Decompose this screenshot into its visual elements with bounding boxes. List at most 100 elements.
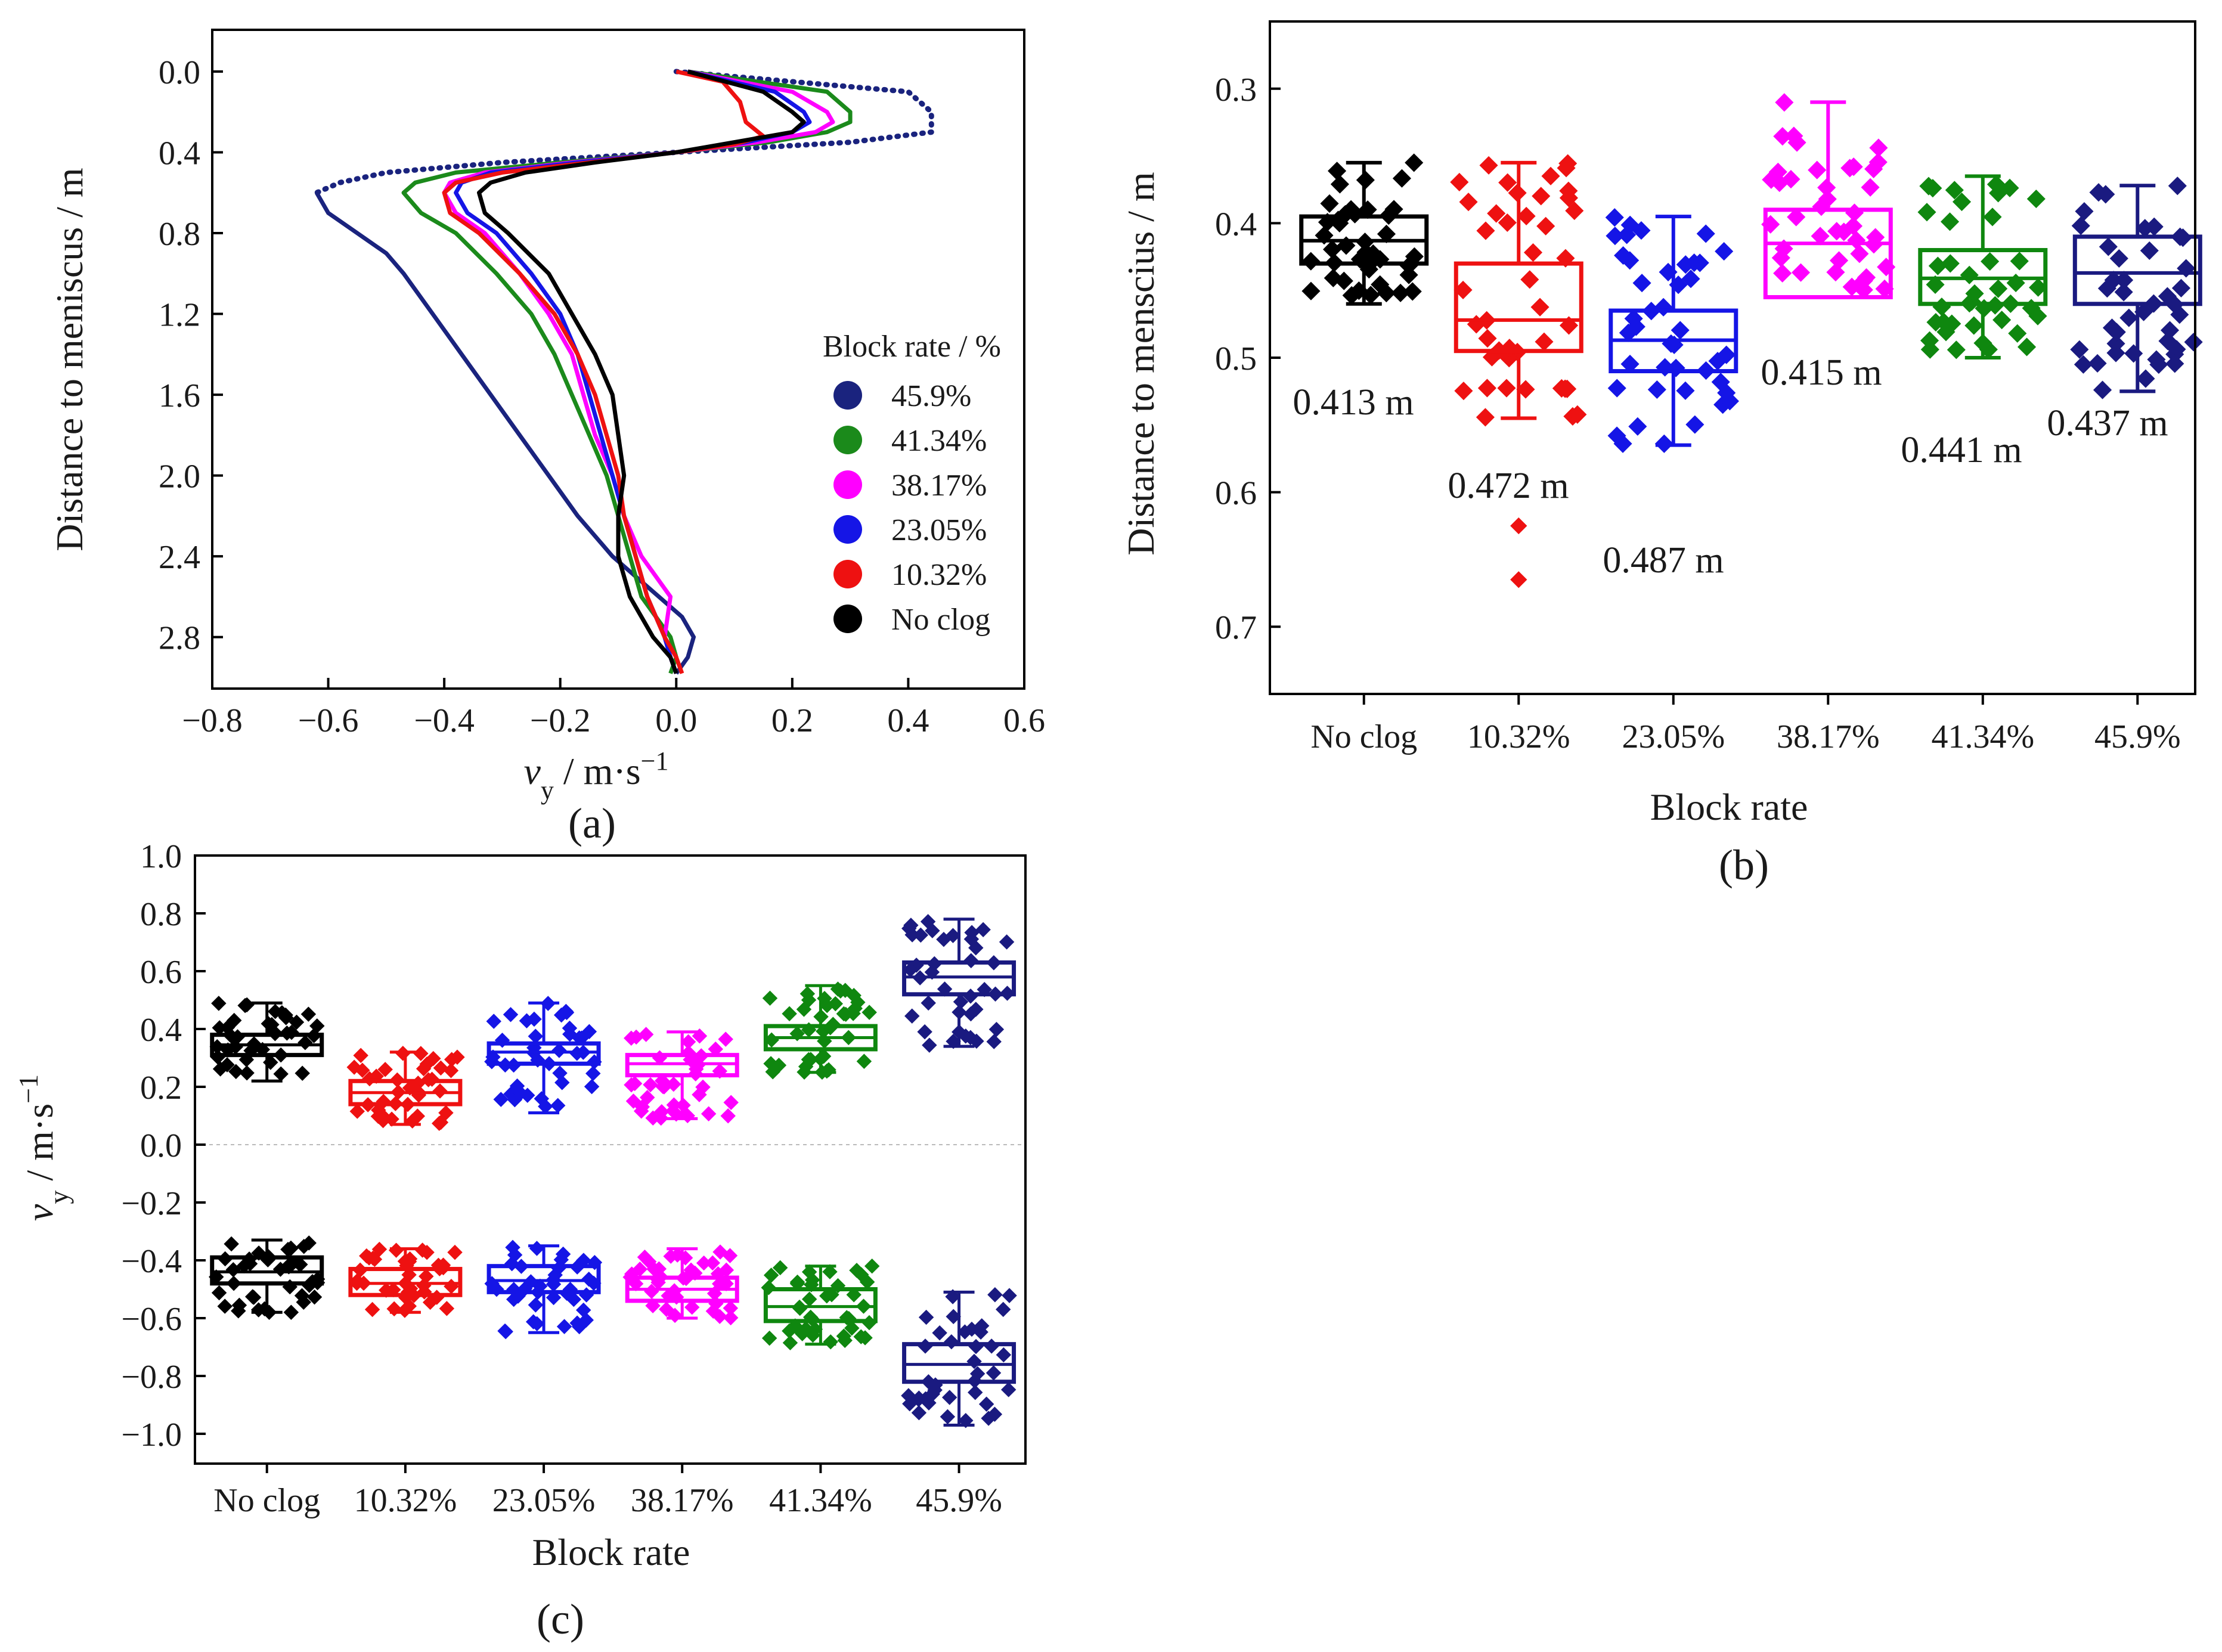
data-point (1843, 216, 1863, 235)
y-tick-label-b: 0.6 (1215, 475, 1257, 512)
data-point (273, 1066, 289, 1082)
data-point (1605, 208, 1624, 227)
plot-frame-a (211, 29, 1025, 690)
box-c (901, 1287, 1017, 1428)
data-point (941, 1390, 957, 1405)
data-point (1676, 255, 1695, 274)
data-point (1920, 340, 1939, 359)
box-b (1917, 174, 2048, 359)
data-point (2026, 190, 2046, 209)
data-point (975, 922, 991, 938)
data-point (1320, 194, 1339, 213)
data-point (1762, 170, 1781, 189)
box-c (209, 1235, 326, 1321)
series-path (315, 191, 696, 675)
legend-title: Block rate / % (823, 330, 1001, 364)
data-point (1450, 172, 1469, 192)
data-point (986, 1365, 1002, 1381)
data-point (2167, 340, 2186, 359)
data-point (1808, 160, 1827, 179)
data-point (911, 1405, 927, 1421)
data-point (1000, 1382, 1017, 1397)
data-point (1459, 193, 1478, 212)
legend-label: 41.34% (891, 424, 987, 458)
data-point (1784, 126, 1803, 145)
median-annotation: 0.441 m (1901, 430, 2022, 470)
y-tick-label-a: 2.8 (159, 620, 200, 657)
data-point (968, 1338, 984, 1355)
data-point (1478, 329, 1497, 348)
data-point (2171, 278, 2191, 297)
box-b (1761, 93, 1896, 299)
data-point (1541, 166, 1560, 185)
data-point (2170, 305, 2189, 324)
data-point (999, 934, 1015, 950)
x-axis-label-b: Block rate (1650, 786, 1808, 828)
data-point (1861, 178, 1880, 197)
box-c (761, 1258, 880, 1351)
data-point (2096, 185, 2115, 204)
data-point (1917, 203, 1936, 222)
data-point (1487, 204, 1506, 223)
data-point (1811, 227, 1830, 246)
legend-marker (833, 605, 862, 633)
y-tick-label-a: 0.4 (159, 135, 200, 172)
box-b (1299, 153, 1429, 306)
median-annotation: 0.472 m (1448, 466, 1569, 506)
data-point (1334, 271, 1353, 290)
data-point (217, 1298, 233, 1314)
data-point (987, 1287, 1003, 1303)
data-point (494, 1033, 510, 1048)
data-point (1791, 263, 1811, 282)
data-point (1696, 224, 1715, 243)
data-point (940, 1409, 956, 1425)
data-point (696, 1255, 712, 1271)
y-tick-label-c: −0.6 (121, 1301, 182, 1338)
data-point (2115, 271, 2134, 290)
x-tick-label-a: −0.8 (182, 702, 243, 739)
data-point (1552, 379, 1571, 398)
data-point (1992, 311, 2012, 330)
data-point (1869, 138, 1888, 157)
data-point (723, 1310, 739, 1326)
data-point (295, 1065, 310, 1081)
data-point (1928, 256, 1947, 275)
data-point (1773, 127, 1792, 146)
data-point (944, 1334, 959, 1350)
data-point (1850, 244, 1869, 264)
panel-label-a: (a) (568, 799, 616, 847)
data-point (922, 1037, 937, 1053)
box-b (2070, 176, 2203, 399)
box-c (209, 996, 325, 1083)
data-point (503, 1007, 519, 1022)
series-line-a (442, 69, 835, 674)
data-point (718, 1031, 733, 1047)
data-point (1844, 157, 1863, 176)
data-point (1536, 216, 1555, 235)
data-point (1973, 333, 1992, 353)
outlier-point (1510, 571, 1527, 588)
series-path-dotted (314, 69, 934, 196)
data-point (1781, 170, 1800, 189)
data-point (720, 1108, 736, 1124)
x-tick-label-b: 10.32% (1467, 718, 1570, 755)
data-point (244, 1289, 261, 1304)
legend-a: Block rate / % 45.9% 41.34% 38.17% 23.05% 10… (823, 330, 1001, 637)
y-tick-label-c: 0.2 (140, 1070, 182, 1107)
data-point (1523, 243, 1543, 262)
data-point (2168, 176, 2187, 196)
data-point (1356, 171, 1375, 190)
data-point (823, 1334, 838, 1350)
data-point (856, 1053, 872, 1069)
y-tick-label-b: 0.4 (1215, 206, 1257, 243)
data-point (364, 1301, 380, 1318)
data-point (2071, 216, 2090, 235)
data-point (1392, 169, 1411, 188)
data-point (1301, 252, 1321, 271)
data-point (498, 1324, 513, 1340)
data-point (550, 1098, 566, 1114)
legend-marker (833, 381, 862, 410)
x-axis-label-c: Block rate (532, 1531, 690, 1573)
legend-marker (833, 470, 862, 499)
